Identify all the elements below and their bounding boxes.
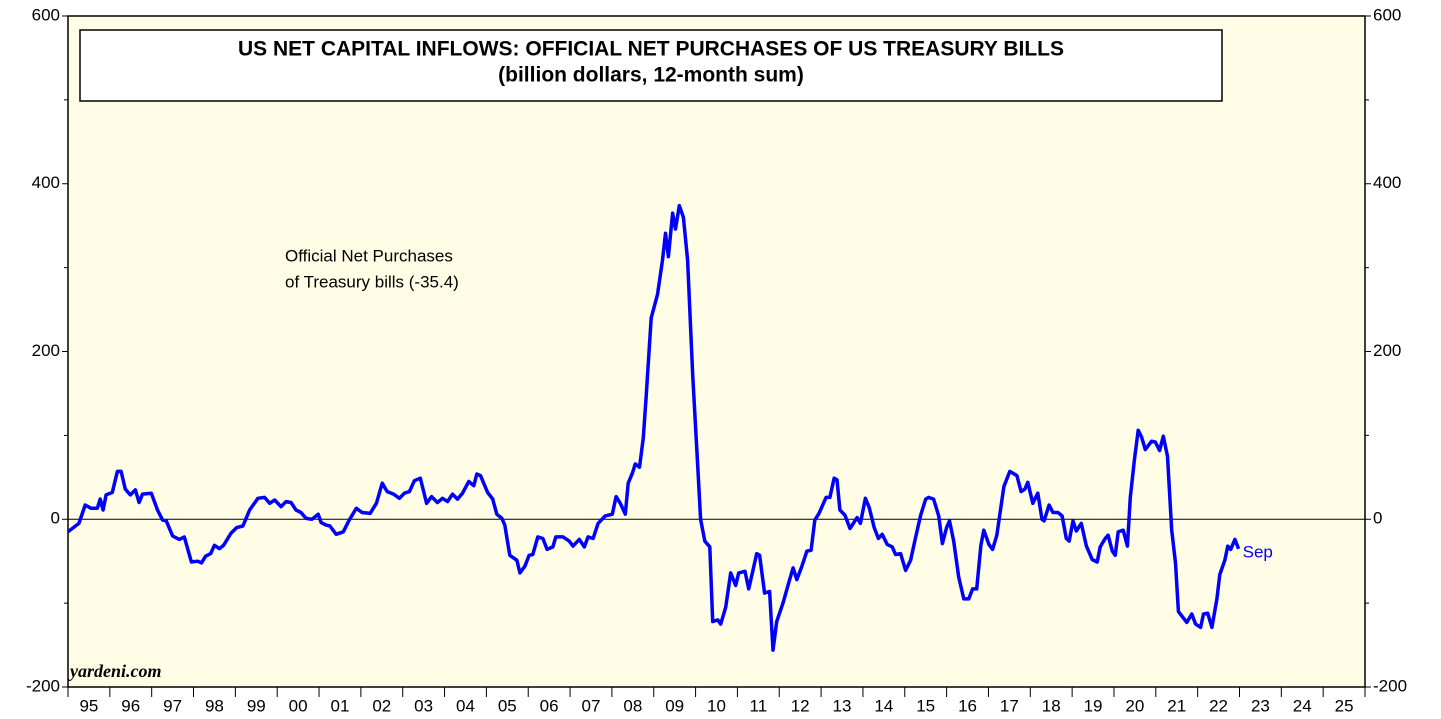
chart-subtitle: (billion dollars, 12-month sum) xyxy=(498,64,804,87)
end-label: Sep xyxy=(1243,542,1273,561)
x-tick-label: 15 xyxy=(916,696,935,715)
x-tick-label: 08 xyxy=(623,696,642,715)
x-tick-label: 07 xyxy=(582,696,601,715)
x-tick-label: 14 xyxy=(874,696,893,715)
title-box xyxy=(79,29,1223,102)
x-tick-label: 16 xyxy=(958,696,977,715)
x-tick-label: 99 xyxy=(247,696,266,715)
x-tick-label: 96 xyxy=(121,696,140,715)
x-tick-label: 24 xyxy=(1293,696,1312,715)
source: yardeni.com xyxy=(68,661,162,681)
y2-tick-label: 600 xyxy=(1373,5,1401,24)
x-tick-label: 23 xyxy=(1251,696,1270,715)
y-tick-label: 400 xyxy=(32,173,60,192)
plot-area xyxy=(67,15,1366,688)
y-tick-label: -200 xyxy=(26,676,60,695)
annotation: Official Net Purchases xyxy=(285,246,453,265)
x-tick-label: 00 xyxy=(289,696,308,715)
x-tick-label: 01 xyxy=(330,696,349,715)
x-tick-label: 09 xyxy=(665,696,684,715)
y2-tick-label: -200 xyxy=(1373,676,1407,695)
x-tick-label: 05 xyxy=(498,696,517,715)
x-tick-label: 12 xyxy=(791,696,810,715)
x-tick-label: 95 xyxy=(79,696,98,715)
x-tick-label: 03 xyxy=(414,696,433,715)
x-tick-label: 20 xyxy=(1125,696,1144,715)
x-tick-label: 10 xyxy=(707,696,726,715)
y2-tick-label: 200 xyxy=(1373,341,1401,360)
x-tick-label: 22 xyxy=(1209,696,1228,715)
x-tick-label: 19 xyxy=(1084,696,1103,715)
annotation: of Treasury bills (-35.4) xyxy=(285,272,459,291)
x-tick-label: 25 xyxy=(1335,696,1354,715)
x-tick-label: 04 xyxy=(456,696,475,715)
x-tick-label: 18 xyxy=(1042,696,1061,715)
y2-tick-label: 0 xyxy=(1373,509,1382,528)
y-tick-label: 200 xyxy=(32,341,60,360)
series-line xyxy=(66,203,1241,652)
x-tick-label: 17 xyxy=(1000,696,1019,715)
x-tick-label: 11 xyxy=(750,696,768,715)
x-tick-label: 06 xyxy=(540,696,559,715)
x-tick-label: 98 xyxy=(205,696,224,715)
y-tick-label: 600 xyxy=(32,5,60,24)
x-tick-label: 21 xyxy=(1167,696,1186,715)
y-tick-label: 0 xyxy=(51,509,60,528)
y2-tick-label: 400 xyxy=(1373,173,1401,192)
x-tick-label: 13 xyxy=(833,696,852,715)
x-tick-label: 02 xyxy=(372,696,391,715)
chart-title: US NET CAPITAL INFLOWS: OFFICIAL NET PUR… xyxy=(238,38,1064,61)
x-tick-label: 97 xyxy=(163,696,182,715)
